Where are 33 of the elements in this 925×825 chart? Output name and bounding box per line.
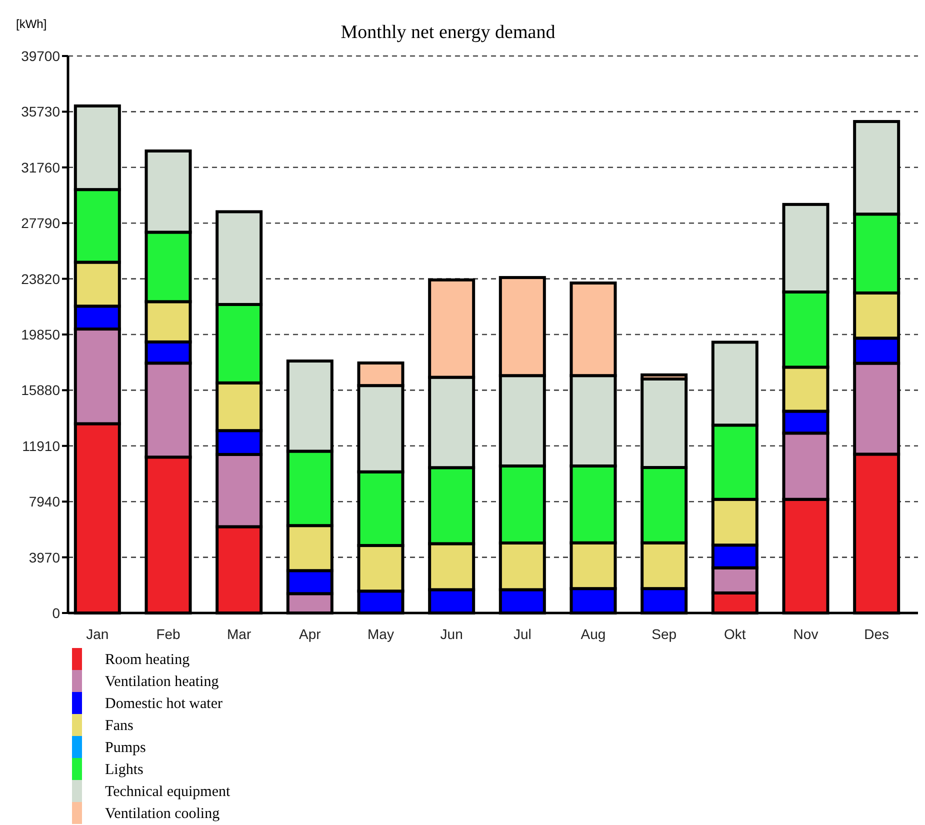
x-tick-label: Jun: [440, 626, 463, 642]
legend-label: Ventilation heating: [105, 674, 220, 690]
y-tick-label: 23820: [21, 270, 60, 287]
x-tick-label: Feb: [156, 626, 181, 642]
y-tick-label: 7940: [28, 494, 60, 510]
legend-label: Ventilation cooling: [105, 806, 220, 822]
x-tick-label: Sep: [652, 626, 677, 642]
legend-label: Domestic hot water: [105, 696, 222, 712]
y-tick-label: 0: [52, 605, 60, 621]
y-tick-label: 11910: [22, 438, 60, 454]
x-tick-label: Aug: [580, 626, 606, 642]
chart-title: Monthly net energy demand: [340, 22, 556, 43]
legend-label: Fans: [105, 718, 134, 734]
y-axis-title: [kWh]: [16, 17, 47, 31]
y-tick-label: 3970: [28, 549, 60, 566]
x-tick-label: Jan: [86, 626, 109, 642]
x-tick-label: Des: [864, 626, 890, 642]
y-tick-label: 27790: [21, 215, 60, 232]
y-tick-label: 35730: [21, 104, 60, 120]
x-tick-label: Nov: [793, 626, 818, 642]
x-tick-label: May: [368, 626, 394, 642]
y-tick-label: 19850: [21, 326, 60, 342]
y-tick-label: 15880: [21, 382, 60, 398]
x-tick-label: Mar: [227, 626, 252, 642]
x-tick-label: Apr: [299, 626, 322, 642]
y-tick-label: 31760: [21, 159, 60, 176]
legend-label: Pumps: [105, 740, 146, 756]
x-tick-label: Okt: [724, 626, 746, 642]
y-tick-label: 39700: [21, 48, 60, 64]
legend-label: Technical equipment: [105, 784, 231, 800]
x-tick-label: Jul: [513, 626, 532, 642]
legend-label: Lights: [105, 762, 144, 778]
legend-label: Room heating: [105, 652, 190, 668]
